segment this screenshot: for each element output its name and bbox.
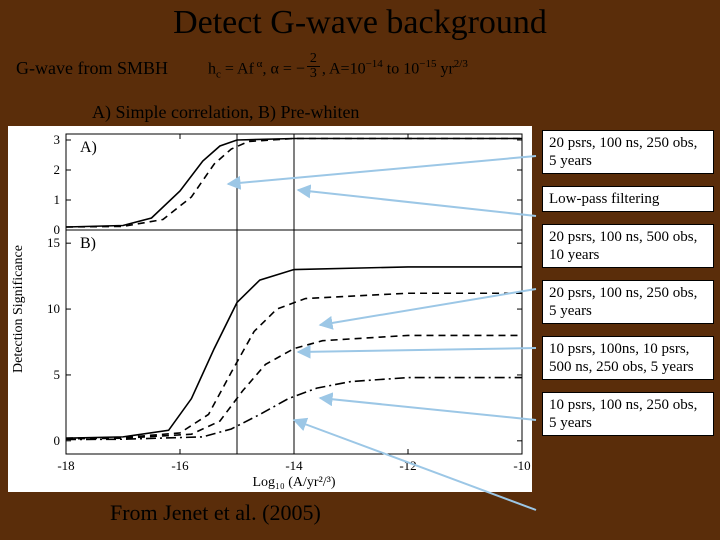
svg-text:2: 2 (54, 162, 61, 177)
annotation-column: 20 psrs, 100 ns, 250 obs, 5 years Low-pa… (542, 130, 714, 436)
citation: From Jenet et al. (2005) (110, 500, 321, 526)
annotation-box: 20 psrs, 100 ns, 250 obs, 5 years (542, 130, 714, 174)
annotation-box: 20 psrs, 100 ns, 250 obs, 5 years (542, 280, 714, 324)
formula-exp2: −15 (419, 58, 436, 70)
slide-title: Detect G-wave background (0, 4, 720, 42)
svg-text:0: 0 (54, 433, 61, 448)
svg-text:Detection Significance: Detection Significance (11, 245, 26, 373)
svg-text:B): B) (80, 235, 96, 252)
frac-den: 3 (307, 67, 320, 81)
formula-unit-exp: 2/3 (454, 58, 468, 70)
formula-eq1: = Af (221, 60, 254, 77)
methods-label: A) Simple correlation, B) Pre-whiten (92, 102, 359, 123)
formula-unit: yr (436, 60, 453, 77)
formula-sep1: , α = − (262, 60, 304, 77)
formula-to: to 10 (383, 60, 419, 77)
svg-text:-12: -12 (399, 458, 416, 473)
chart: Detection SignificanceA)0123B)051015-18-… (8, 126, 532, 492)
smbh-label: G-wave from SMBH (16, 58, 168, 79)
annotation-box: Low-pass filtering (542, 186, 714, 212)
svg-text:-10: -10 (513, 458, 530, 473)
formula: hc = Af α, α = − 2 3 , A=10−14 to 10−15 … (208, 52, 468, 81)
formula-exp1: −14 (366, 58, 383, 70)
svg-text:-18: -18 (57, 458, 74, 473)
svg-text:-14: -14 (285, 458, 303, 473)
frac-num: 2 (307, 52, 320, 67)
svg-text:A): A) (80, 139, 97, 156)
annotation-box: 10 psrs, 100 ns, 250 obs, 5 years (542, 392, 714, 436)
svg-text:3: 3 (54, 132, 61, 147)
svg-text:1: 1 (54, 192, 61, 207)
formula-sep2: , A=10 (322, 60, 366, 77)
svg-text:-16: -16 (171, 458, 189, 473)
svg-text:5: 5 (54, 367, 61, 382)
formula-frac: 2 3 (307, 52, 320, 81)
svg-text:Log₁₀ (A/yr²/³): Log₁₀ (A/yr²/³) (252, 475, 335, 490)
annotation-box: 10 psrs, 100ns, 10 psrs, 500 ns, 250 obs… (542, 336, 714, 380)
annotation-box: 20 psrs, 100 ns, 500 obs, 10 years (542, 224, 714, 268)
slide-root: Detect G-wave background G-wave from SMB… (0, 0, 720, 540)
formula-hc: h (208, 60, 216, 77)
svg-text:15: 15 (47, 235, 60, 250)
svg-text:10: 10 (47, 301, 60, 316)
